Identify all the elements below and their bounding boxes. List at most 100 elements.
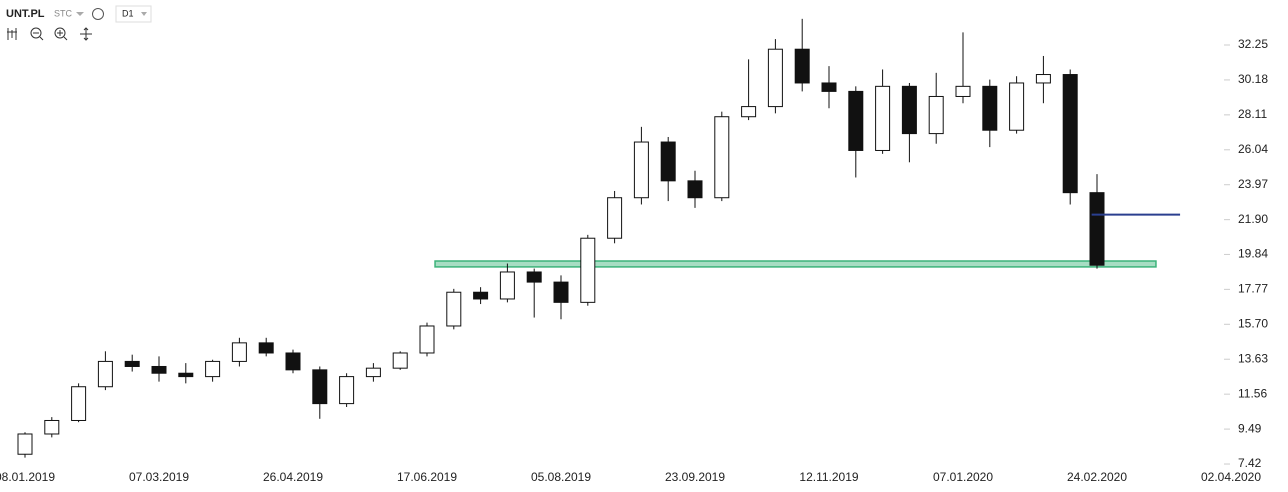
candle-body: [687, 180, 703, 199]
x-tick-label: 12.11.2019: [799, 470, 858, 484]
candle: [339, 373, 355, 407]
candle: [794, 18, 810, 92]
candle: [875, 69, 891, 154]
dropdown-arrow[interactable]: [76, 12, 84, 16]
candle-body: [231, 342, 247, 362]
x-tick-label: 07.03.2019: [129, 470, 189, 484]
candle: [982, 79, 998, 148]
y-tick-label: 11.56: [1238, 386, 1267, 400]
candle-body: [1089, 192, 1105, 266]
candle-body: [982, 85, 998, 131]
candle: [767, 39, 783, 114]
y-tick-label: 13.63: [1238, 351, 1268, 365]
x-tick-label: 17.06.2019: [397, 470, 457, 484]
candle: [285, 349, 301, 374]
candle: [1062, 69, 1078, 205]
candle: [17, 432, 33, 458]
chart-type-icon[interactable]: [7, 28, 17, 40]
interval[interactable]: D1: [122, 8, 134, 18]
interval-select[interactable]: [115, 5, 152, 23]
candle: [178, 363, 194, 384]
y-tick-label: 19.84: [1238, 247, 1268, 261]
candle-body: [97, 360, 113, 388]
y-tick-label: 7.42: [1238, 456, 1262, 470]
y-tick-label: 17.77: [1238, 282, 1268, 296]
candle: [714, 111, 730, 202]
market[interactable]: STC: [54, 8, 73, 18]
candle: [741, 59, 757, 121]
candle-body: [205, 360, 221, 378]
x-tick-label: 26.04.2019: [263, 470, 323, 484]
candle: [205, 359, 221, 382]
candle-body: [473, 291, 489, 300]
y-tick-label: 9.49: [1238, 421, 1262, 435]
candle-body: [44, 419, 60, 435]
candle: [553, 275, 569, 320]
candle-body: [741, 106, 757, 118]
candle-body: [1062, 74, 1078, 194]
pan-icon[interactable]: [80, 27, 92, 41]
y-tick-label: 26.04: [1238, 142, 1268, 156]
candle-body: [767, 48, 783, 108]
candle-body: [821, 82, 837, 92]
info-icon[interactable]: [92, 8, 104, 20]
candle-body: [71, 386, 87, 421]
candle: [312, 366, 328, 419]
candle-body: [955, 85, 971, 97]
candle: [633, 126, 649, 205]
candle: [1035, 55, 1051, 104]
candle-body: [312, 369, 328, 405]
candle-body: [151, 365, 167, 374]
candle-body: [901, 85, 917, 135]
candle-body: [553, 281, 569, 303]
candle: [365, 363, 381, 382]
x-tick-label: 02.04.2020: [1201, 470, 1261, 484]
y-tick-label: 15.70: [1238, 316, 1268, 330]
y-tick-label: 32.25: [1238, 37, 1268, 51]
x-tick-label: 07.01.2020: [933, 470, 993, 484]
zoom-out-icon[interactable]: [30, 27, 42, 39]
candle: [526, 268, 542, 318]
zoom-in-icon[interactable]: [54, 27, 66, 39]
candle-body: [339, 376, 355, 405]
candle: [1089, 174, 1105, 269]
candle: [901, 82, 917, 163]
candle: [151, 356, 167, 382]
candle: [392, 351, 408, 370]
candle-body: [714, 116, 730, 199]
candle: [44, 417, 60, 438]
candle: [607, 190, 623, 244]
candle-body: [499, 271, 515, 300]
candle-body: [178, 372, 194, 378]
candle-body: [526, 271, 542, 283]
y-tick-label: 28.11: [1238, 107, 1267, 121]
candle: [1009, 76, 1025, 134]
candle-body: [365, 367, 381, 378]
candle-body: [848, 90, 864, 151]
symbol: UNT.PL: [6, 8, 45, 20]
x-tick-label: 24.02.2020: [1067, 470, 1127, 484]
candle-body: [446, 291, 462, 327]
candle: [473, 287, 489, 305]
candle: [660, 136, 676, 202]
x-tick-label: 08.01.2019: [0, 470, 55, 484]
candle-body: [580, 237, 596, 303]
candle: [71, 383, 87, 423]
candle-body: [794, 48, 810, 84]
toolbar: [7, 27, 92, 41]
candle-body: [285, 352, 301, 371]
dropdown-arrow[interactable]: [141, 12, 147, 16]
candle-body: [392, 352, 408, 369]
candle-body: [124, 360, 140, 367]
candle: [848, 86, 864, 178]
candle-body: [17, 433, 33, 455]
candle-body: [928, 95, 944, 135]
candle: [928, 72, 944, 144]
x-tick-label: 05.08.2019: [531, 470, 591, 484]
candle-body: [1009, 82, 1025, 131]
x-tick-label: 23.09.2019: [665, 470, 725, 484]
candle: [955, 32, 971, 104]
candle-body: [660, 141, 676, 182]
candle-body: [875, 85, 891, 151]
